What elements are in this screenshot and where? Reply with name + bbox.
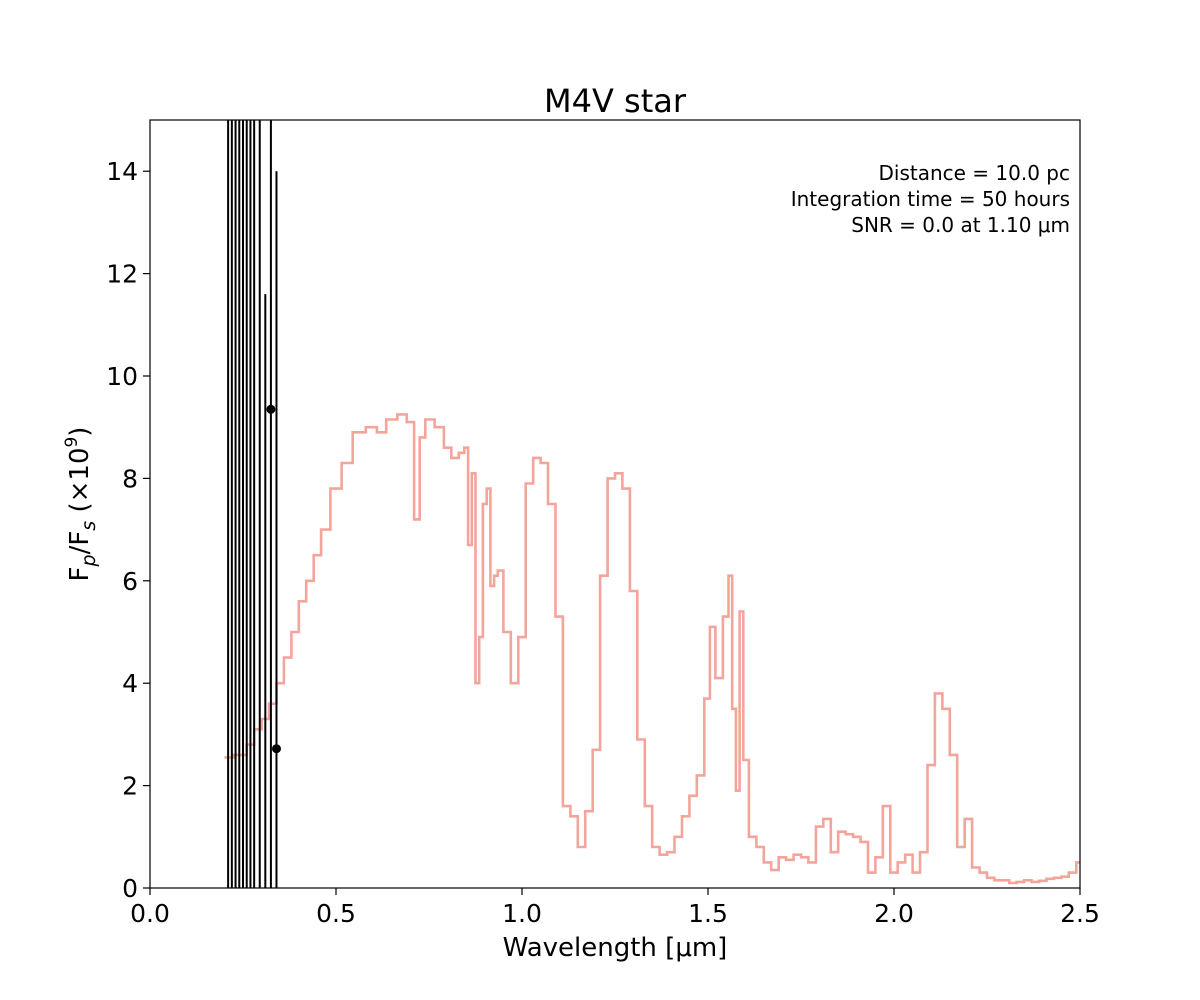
y-tick-label: 0 (122, 874, 138, 903)
series-layer (224, 413, 1080, 885)
y-tick-label: 14 (106, 157, 138, 186)
x-axis: 0.0 0.5 1.0 1.5 2.0 2.5 (130, 888, 1100, 928)
x-tick-label: 2.0 (874, 899, 914, 928)
y-axis-label: Fp/Fs (×109) (62, 427, 100, 582)
data-point (266, 404, 276, 414)
annotation-snr: SNR = 0.0 at 1.10 μm (851, 213, 1070, 237)
annotation-integration-time: Integration time = 50 hours (791, 187, 1070, 211)
y-tick-label: 8 (122, 464, 138, 493)
chart-title: M4V star (544, 82, 687, 120)
y-tick-label: 10 (106, 362, 138, 391)
y-tick-label: 12 (106, 260, 138, 289)
x-tick-label: 1.5 (688, 899, 728, 928)
x-axis-label: Wavelength [μm] (503, 933, 728, 963)
y-tick-label: 2 (122, 772, 138, 801)
y-axis: 0 2 4 6 8 10 12 14 (106, 157, 150, 903)
annotation-distance: Distance = 10.0 pc (878, 161, 1070, 185)
x-tick-label: 2.5 (1060, 899, 1100, 928)
error-bar-layer (227, 120, 281, 888)
x-tick-label: 1.0 (502, 899, 542, 928)
series-line (224, 413, 1080, 885)
data-point (271, 744, 281, 754)
plot-frame (149, 119, 1081, 889)
y-tick-label: 4 (122, 669, 138, 698)
x-tick-label: 0.0 (130, 899, 170, 928)
y-tick-label: 6 (122, 567, 138, 596)
x-tick-label: 0.5 (316, 899, 356, 928)
